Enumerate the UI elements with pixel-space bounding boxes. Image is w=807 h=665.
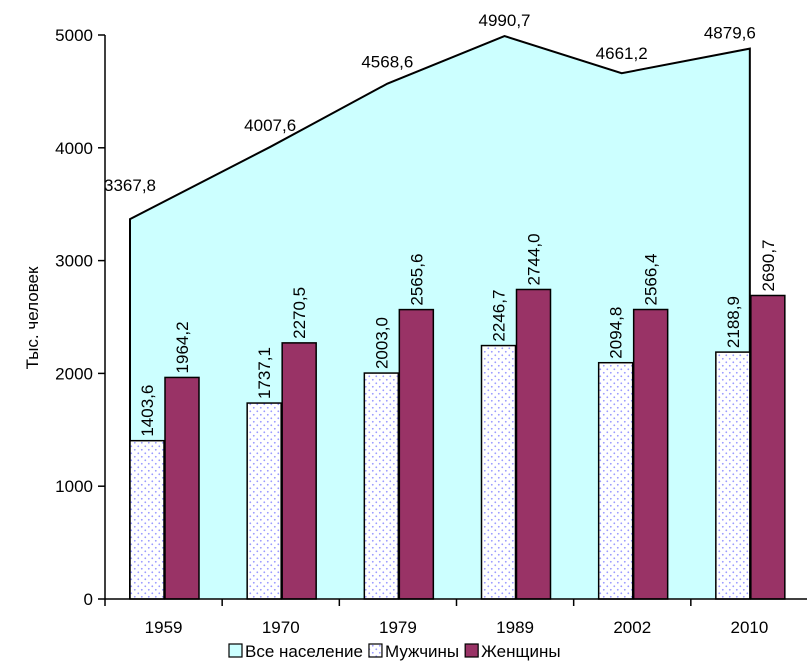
men-label-1970: 1737,1 (255, 347, 274, 399)
x-tick-label-2002: 2002 (613, 618, 651, 637)
bar-men-1979 (363, 372, 400, 600)
men-label-1989: 2246,7 (490, 290, 509, 342)
bar-women-1970 (281, 342, 317, 600)
total-label-1979: 4568,6 (361, 53, 413, 72)
legend-swatch-0 (228, 643, 243, 658)
men-label-2010: 2188,9 (724, 296, 743, 348)
total-label-2010: 4879,6 (704, 24, 756, 43)
bar-men-1989 (480, 344, 517, 600)
y-tick-label-0: 0 (84, 590, 93, 609)
women-label-1979: 2565,6 (407, 254, 426, 306)
y-tick-label-3000: 3000 (55, 252, 93, 271)
total-label-1989: 4990,7 (479, 11, 531, 30)
men-label-2002: 2094,8 (607, 307, 626, 359)
legend-swatch-2 (464, 643, 479, 658)
total-label-1959: 3367,8 (104, 176, 156, 195)
bar-women-1979 (398, 308, 435, 600)
y-tick-label-1000: 1000 (55, 477, 93, 496)
x-tick-label-1959: 1959 (145, 618, 183, 637)
women-label-1970: 2270,5 (290, 287, 309, 339)
x-tick-label-1989: 1989 (496, 618, 534, 637)
y-tick-label-5000: 5000 (55, 26, 93, 45)
legend-label-0: Все население (245, 642, 363, 661)
bar-women-2002 (632, 308, 669, 600)
legend-swatch-1 (368, 643, 383, 658)
y-tick-label-2000: 2000 (55, 364, 93, 383)
legend-label-1: Мужчины (385, 642, 459, 661)
bar-men-1970 (246, 402, 282, 600)
y-axis-title: Тыс. человек (23, 266, 42, 369)
x-tick-label-2010: 2010 (731, 618, 769, 637)
bar-men-2010 (715, 351, 751, 600)
bar-women-1989 (515, 288, 552, 600)
men-label-1979: 2003,0 (372, 317, 391, 369)
legend-label-2: Женщины (481, 642, 560, 661)
x-tick-label-1970: 1970 (262, 618, 300, 637)
women-label-2010: 2690,7 (759, 239, 778, 291)
y-tick-label-4000: 4000 (55, 139, 93, 158)
women-label-1959: 1964,2 (173, 321, 192, 373)
total-label-1970: 4007,6 (244, 116, 296, 135)
bar-men-1959 (129, 439, 165, 600)
bar-women-2010 (750, 294, 786, 600)
bar-women-1959 (164, 376, 200, 600)
area-outline (129, 34, 751, 599)
men-label-1959: 1403,6 (138, 385, 157, 437)
women-label-1989: 2744,0 (525, 233, 544, 285)
x-tick-label-1979: 1979 (379, 618, 417, 637)
women-label-2002: 2566,4 (642, 254, 661, 306)
total-label-2002: 4661,2 (596, 44, 648, 63)
bar-men-2002 (597, 361, 634, 600)
